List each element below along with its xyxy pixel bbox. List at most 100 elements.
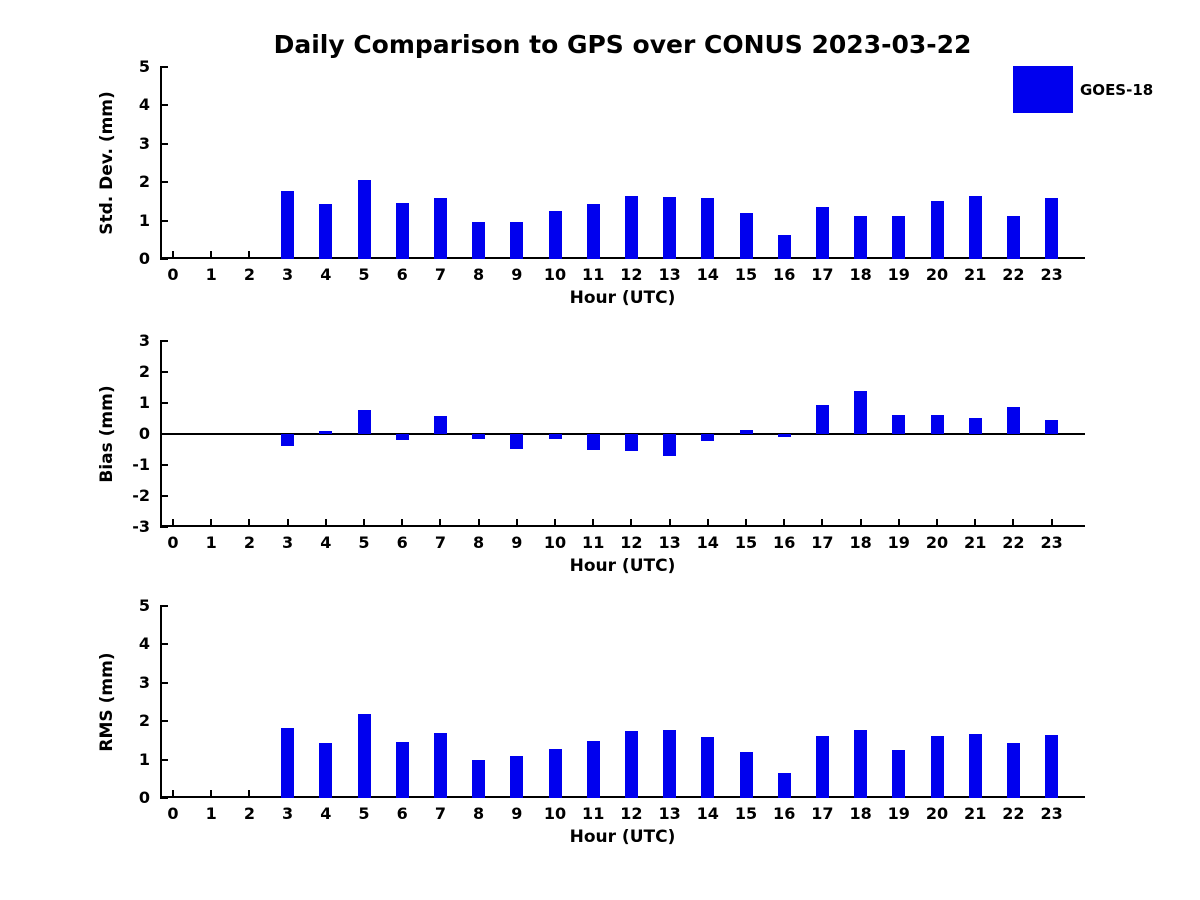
x-tick-label: 11	[582, 804, 605, 823]
legend-label: GOES-18	[1080, 80, 1154, 99]
y-tick-mark	[160, 340, 168, 342]
bar-hour-23	[1045, 735, 1059, 798]
x-tick-label: 4	[320, 265, 332, 284]
bar-hour-13	[663, 434, 677, 456]
x-tick-label: 13	[658, 533, 681, 552]
x-tick-mark	[974, 519, 977, 527]
x-tick-mark	[210, 519, 213, 527]
bar-hour-17	[815, 206, 829, 259]
bar-hour-19	[892, 415, 906, 434]
x-tick-label: 5	[358, 804, 370, 823]
x-tick-label: 16	[773, 804, 796, 823]
bar-hour-14	[701, 197, 715, 259]
y-tick-mark	[160, 181, 168, 184]
bar-hour-7	[433, 416, 447, 434]
x-axis-spine	[160, 525, 1085, 527]
x-tick-label: 1	[205, 533, 217, 552]
y-tick-label: 1	[138, 210, 150, 230]
x-axis-spine	[160, 257, 1085, 259]
y-tick-label: 5	[138, 596, 150, 615]
bar-hour-10	[548, 434, 562, 439]
bar-hour-12	[624, 731, 638, 798]
x-tick-mark	[745, 519, 747, 527]
x-tick-mark	[172, 251, 174, 259]
y-tick-label: 4	[138, 95, 150, 115]
bar-hour-18	[854, 729, 868, 798]
x-tick-label: 21	[964, 265, 987, 284]
bar-hour-14	[701, 736, 715, 798]
x-tick-mark	[286, 519, 289, 527]
bar-hour-7	[433, 197, 447, 259]
x-tick-label: 17	[811, 533, 834, 552]
x-tick-label: 23	[1040, 804, 1063, 823]
x-tick-label: 8	[473, 804, 485, 823]
y-tick-mark	[160, 720, 168, 723]
x-tick-label: 9	[511, 804, 523, 823]
x-tick-label: 8	[473, 533, 485, 552]
x-tick-mark	[248, 790, 251, 798]
x-tick-label: 7	[434, 533, 446, 552]
x-tick-label: 0	[167, 804, 179, 823]
bar-hour-20	[930, 736, 944, 798]
x-tick-label: 6	[396, 533, 408, 552]
bar-hour-23	[1045, 420, 1059, 434]
bar-hour-11	[586, 434, 600, 451]
bar-hour-22	[1006, 215, 1020, 259]
x-tick-label: 15	[734, 265, 758, 284]
y-tick-label: 3	[138, 672, 150, 692]
x-tick-label: 3	[282, 533, 294, 552]
y-tick-mark	[160, 797, 168, 799]
y-axis-spine	[160, 606, 162, 798]
bar-hour-16	[777, 234, 791, 259]
x-tick-mark	[172, 519, 174, 527]
y-axis-title: Std. Dev. (mm)	[97, 91, 117, 235]
x-tick-label: 10	[543, 804, 567, 823]
bar-hour-22	[1006, 743, 1020, 798]
bar-hour-3	[281, 728, 295, 798]
y-tick-label: 0	[138, 788, 150, 807]
y-tick-mark	[160, 643, 168, 646]
x-tick-label: 7	[434, 265, 446, 284]
zero-baseline	[160, 433, 1085, 435]
x-tick-label: 17	[811, 804, 834, 823]
x-tick-label: 22	[1002, 804, 1025, 823]
bar-hour-9	[510, 434, 524, 449]
x-tick-mark	[554, 519, 556, 527]
bar-hour-15	[739, 212, 753, 259]
bar-hour-9	[510, 756, 524, 798]
bar-hour-8	[472, 759, 486, 798]
x-tick-label: 20	[925, 804, 949, 823]
bar-hour-6	[395, 741, 409, 798]
x-tick-label: 18	[849, 265, 872, 284]
x-tick-label: 3	[282, 265, 294, 284]
x-tick-mark	[821, 519, 824, 527]
x-tick-label: 12	[620, 533, 643, 552]
x-tick-label: 9	[511, 265, 523, 284]
x-tick-label: 1	[205, 265, 217, 284]
y-tick-mark	[160, 758, 168, 761]
x-tick-label: 9	[511, 533, 523, 552]
x-axis-title: Hour (UTC)	[569, 288, 676, 308]
x-axis-spine	[160, 796, 1085, 798]
x-tick-label: 18	[849, 533, 872, 552]
y-tick-label: -2	[132, 486, 150, 505]
x-tick-label: 5	[358, 533, 370, 552]
bar-hour-12	[624, 434, 638, 452]
x-tick-label: 2	[243, 804, 255, 823]
y-tick-label: -3	[132, 517, 150, 536]
x-tick-label: 11	[582, 265, 605, 284]
y-tick-mark	[160, 605, 168, 607]
x-tick-label: 12	[620, 265, 643, 284]
x-tick-mark	[630, 519, 633, 527]
y-axis-spine	[160, 67, 162, 259]
y-tick-label: -1	[132, 455, 150, 474]
x-tick-mark	[401, 519, 404, 527]
x-tick-mark	[363, 519, 365, 527]
bar-hour-21	[968, 196, 982, 259]
y-tick-mark	[160, 219, 168, 222]
bar-hour-6	[395, 203, 409, 259]
y-tick-mark	[160, 142, 168, 145]
x-tick-label: 5	[358, 265, 370, 284]
rms-chart: 0 1 2 3 4 5 0 1 2 3 4 5 6 7 8 9 10 11 12 13 14 15 16 17 18 19 20 21…	[97, 597, 1085, 846]
x-tick-label: 0	[167, 533, 179, 552]
